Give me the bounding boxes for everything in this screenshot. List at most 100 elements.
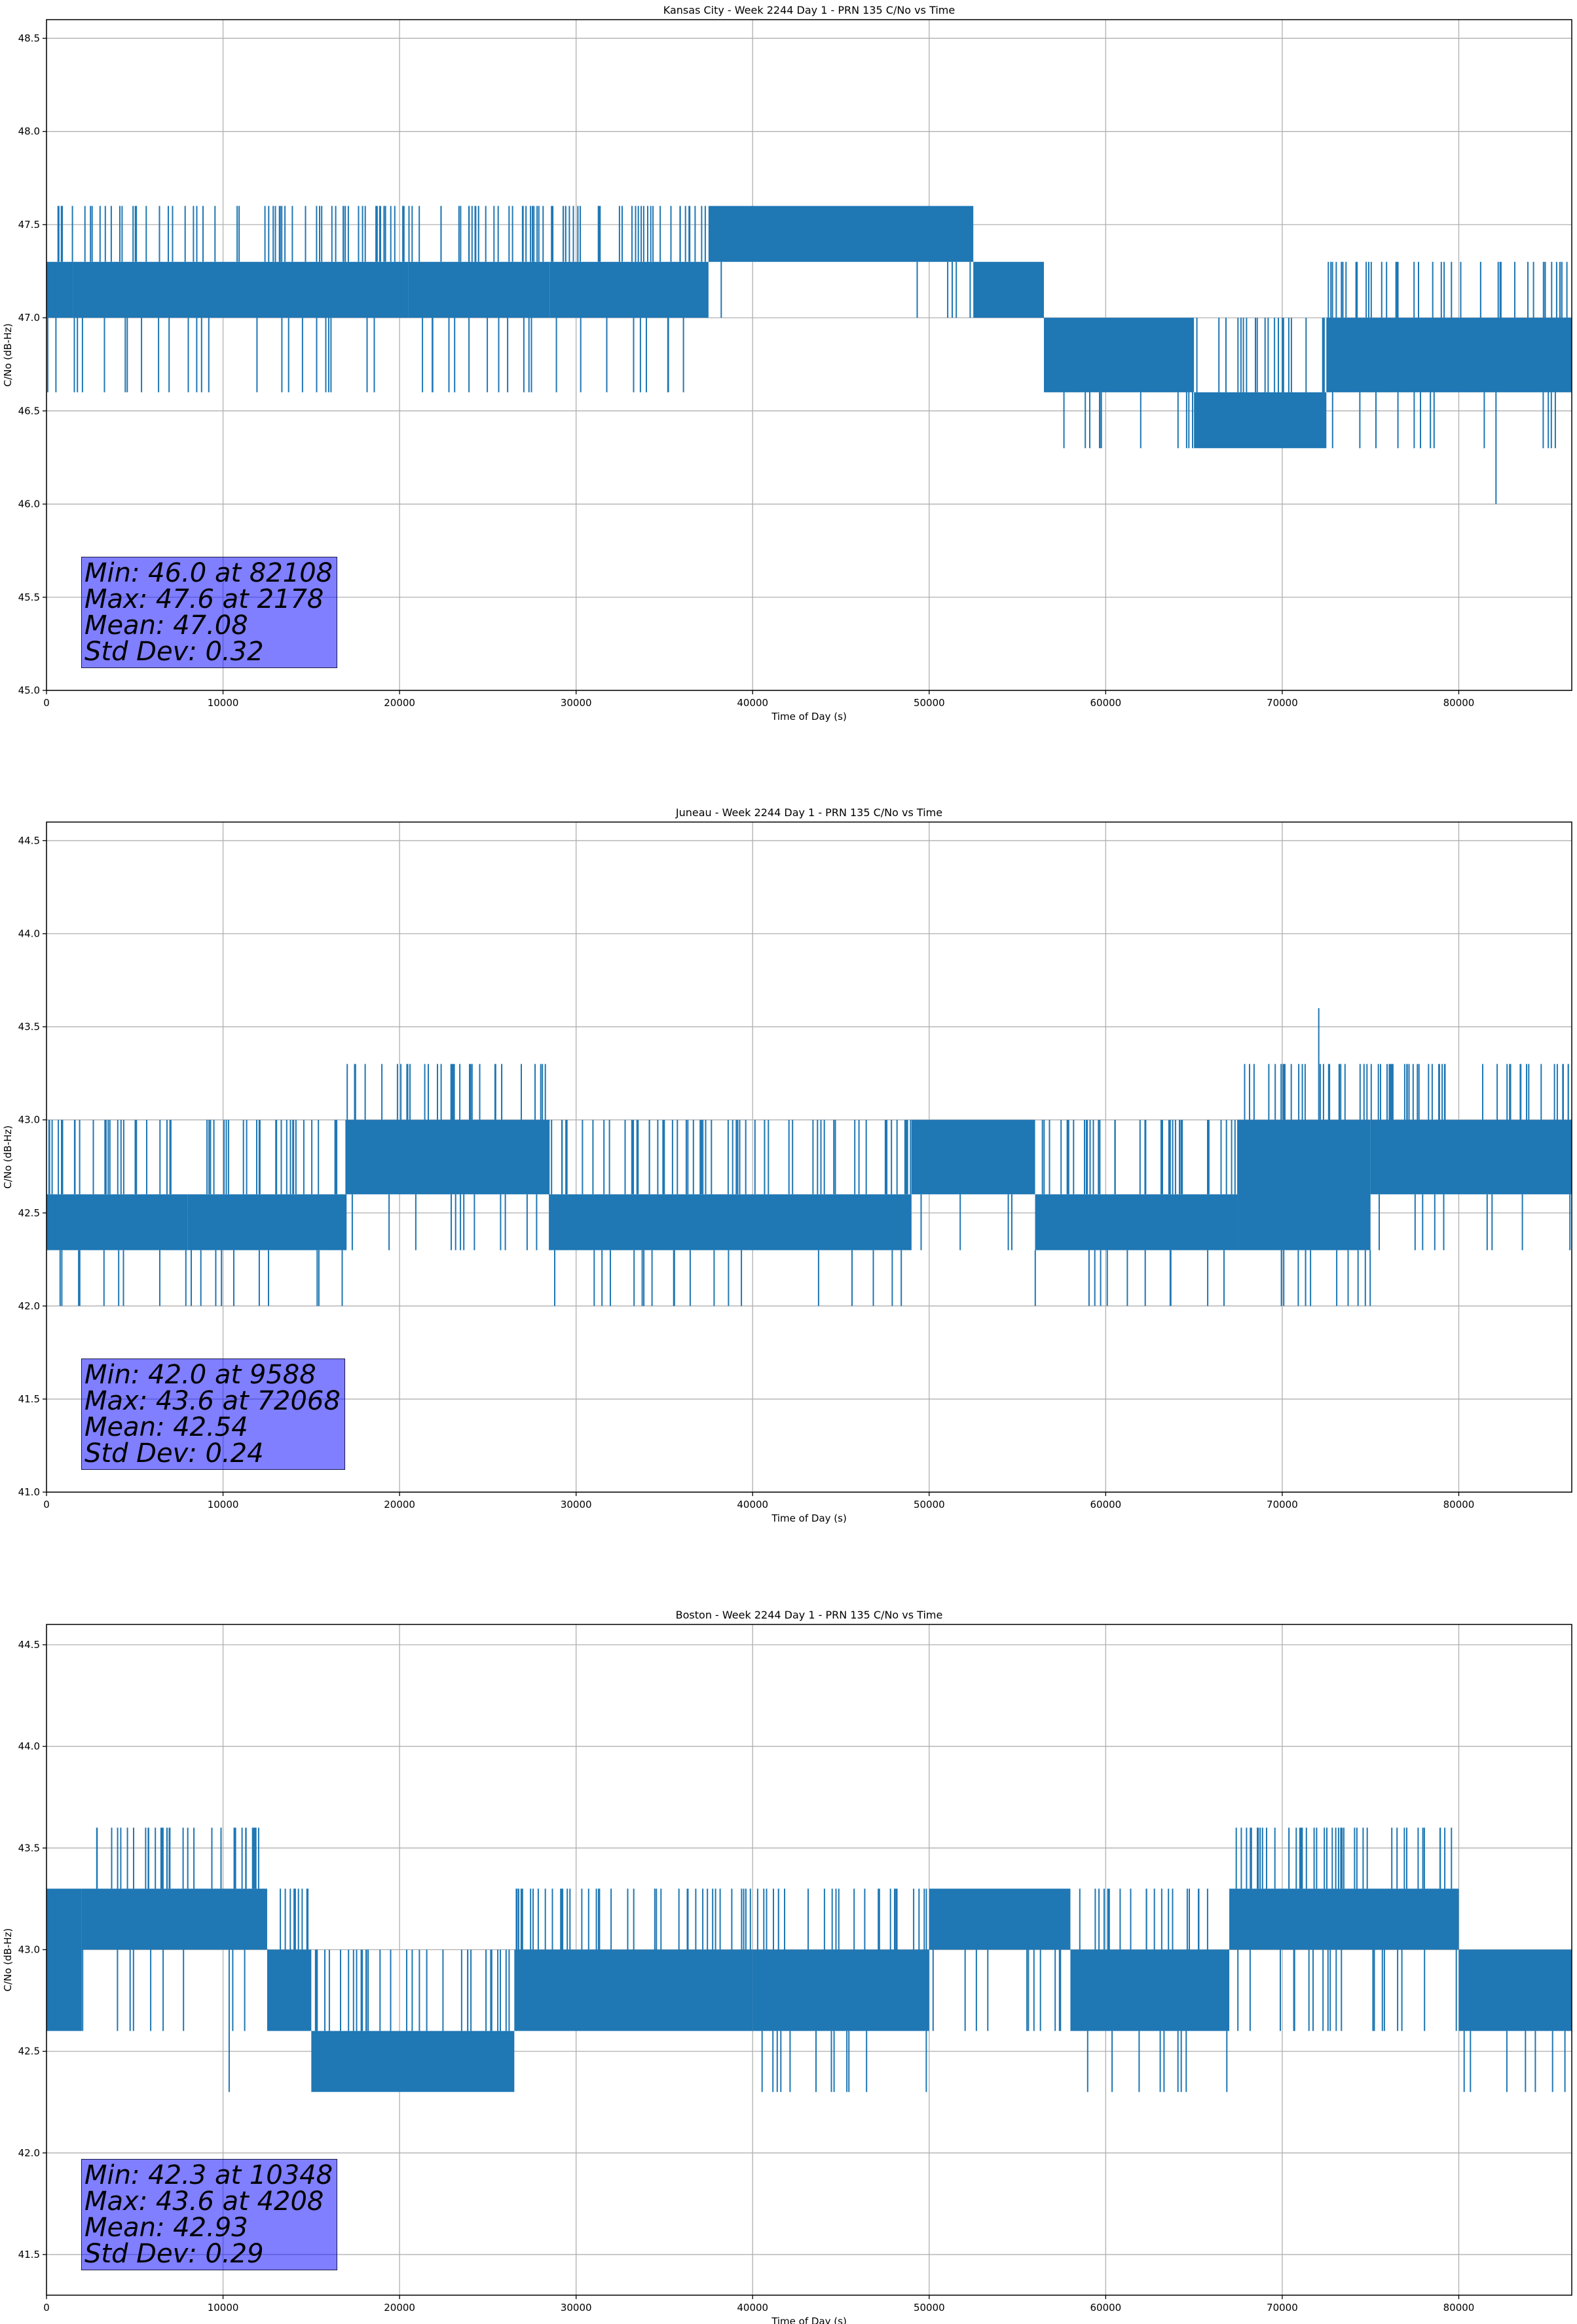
y-tick-label: 44.5 xyxy=(18,834,40,846)
chart-panel-1: 0 10000 20000 30000 40000 50000 60000 70000 8000… xyxy=(2,806,1572,1524)
x-tick-label: 10000 xyxy=(208,697,239,709)
y-tick-label: 43.5 xyxy=(18,1021,40,1033)
y-tick-label: 42.0 xyxy=(18,1300,40,1312)
x-tick-label: 10000 xyxy=(208,1499,239,1510)
y-tick-label: 47.5 xyxy=(18,219,40,231)
stat-min: Min: 42.0 at 9588 xyxy=(84,1360,316,1390)
x-tick-label: 80000 xyxy=(1443,2302,1475,2314)
y-tick-label: 42.5 xyxy=(18,2046,40,2057)
series-spikes xyxy=(1034,1119,1239,1306)
y-tick-label: 46.0 xyxy=(18,498,40,510)
y-tick-label: 41.5 xyxy=(18,2249,40,2260)
axes-frame xyxy=(46,1624,1572,2296)
chart-panel-2: 0 10000 20000 30000 40000 50000 60000 70000 8000… xyxy=(2,1609,1572,2324)
series-band xyxy=(46,261,73,318)
series-spikes xyxy=(1196,318,1325,392)
series-band xyxy=(267,1949,312,2031)
series-cno xyxy=(46,206,1572,504)
x-tick-label: 40000 xyxy=(737,2302,768,2314)
axes-frame xyxy=(46,19,1572,691)
series-spikes xyxy=(551,1119,912,1306)
x-tick-label: 30000 xyxy=(561,2302,592,2314)
series-spikes xyxy=(280,1888,309,1950)
y-tick-label: 48.0 xyxy=(18,126,40,138)
series-spikes xyxy=(408,206,544,392)
y-axis-label: C/No (dB-Hz) xyxy=(2,1125,14,1189)
series-band xyxy=(311,2031,515,2092)
series-band xyxy=(1370,1119,1572,1195)
y-tick-label: 48.5 xyxy=(18,32,40,44)
x-tick-label: 60000 xyxy=(1090,697,1122,709)
series-band xyxy=(514,1949,753,2031)
x-tick-label: 60000 xyxy=(1090,1499,1122,1510)
y-tick-label: 41.0 xyxy=(18,1486,40,1498)
stat-std-dev: Std Dev: 0.29 xyxy=(84,2239,264,2269)
series-spikes xyxy=(515,1888,751,1950)
series-spikes xyxy=(1079,1888,1228,2092)
x-tick-label: 0 xyxy=(43,697,50,709)
x-tick-label: 30000 xyxy=(561,697,592,709)
series-band xyxy=(1326,318,1572,392)
y-tick-label: 46.5 xyxy=(18,405,40,417)
y-axis-label: C/No (dB-Hz) xyxy=(2,324,14,387)
y-tick-label: 43.5 xyxy=(18,1842,40,1854)
series-band xyxy=(46,1194,188,1250)
x-tick-label: 30000 xyxy=(561,1499,592,1510)
series-band xyxy=(73,261,409,318)
series-band xyxy=(1194,392,1327,449)
y-tick-label: 44.0 xyxy=(18,1740,40,1752)
series-spikes xyxy=(1244,1064,1371,1306)
series-spikes xyxy=(1370,1064,1571,1250)
chart-title: Boston - Week 2244 Day 1 - PRN 135 C/No … xyxy=(676,1609,943,1621)
stat-min: Min: 42.3 at 10348 xyxy=(84,2160,333,2190)
series-band xyxy=(1070,1949,1230,2031)
series-spikes xyxy=(82,1827,259,2031)
x-tick-label: 50000 xyxy=(914,2302,945,2314)
x-tick-label: 70000 xyxy=(1267,2302,1298,2314)
series-spikes xyxy=(920,1194,1012,1250)
series-spikes xyxy=(756,1888,927,2092)
series-spikes xyxy=(551,206,706,392)
series-band xyxy=(708,206,974,262)
series-band xyxy=(1458,1949,1572,2031)
series-spikes xyxy=(314,1949,510,2031)
series-band xyxy=(1229,1888,1459,1950)
series-spikes xyxy=(346,1064,551,1250)
series-band xyxy=(1035,1194,1238,1250)
y-tick-label: 43.0 xyxy=(18,1114,40,1126)
x-axis-label: Time of Day (s) xyxy=(771,2315,847,2324)
series-spikes xyxy=(720,261,971,318)
x-tick-label: 0 xyxy=(43,1499,50,1510)
series-spikes xyxy=(932,1949,1062,2031)
series-band xyxy=(929,1888,1071,1950)
chart-title: Kansas City - Week 2244 Day 1 - PRN 135 … xyxy=(663,4,955,16)
y-tick-label: 42.5 xyxy=(18,1207,40,1219)
series-band xyxy=(46,1888,82,2031)
series-band xyxy=(1044,318,1195,392)
x-tick-label: 10000 xyxy=(208,2302,239,2314)
chart-panel-0: 0 10000 20000 30000 40000 50000 60000 70000 8000… xyxy=(2,4,1572,722)
series-cno xyxy=(46,1827,1572,2092)
x-axis-label: Time of Day (s) xyxy=(771,1512,847,1524)
x-tick-label: 80000 xyxy=(1443,1499,1475,1510)
series-band xyxy=(911,1119,1035,1195)
x-tick-label: 20000 xyxy=(384,1499,415,1510)
x-tick-label: 20000 xyxy=(384,2302,415,2314)
axes-frame xyxy=(46,821,1572,1493)
stat-max: Max: 43.6 at 4208 xyxy=(84,2186,324,2217)
y-tick-label: 45.0 xyxy=(18,684,40,696)
stats-box-juneau: Min: 42.0 at 9588 Max: 43.6 at 72068 Mea… xyxy=(81,1359,345,1470)
x-tick-label: 70000 xyxy=(1267,697,1298,709)
x-axis-label: Time of Day (s) xyxy=(771,711,847,722)
y-axis-label: C/No (dB-Hz) xyxy=(2,1928,14,1992)
stat-max: Max: 47.6 at 2178 xyxy=(84,584,324,614)
series-spikes xyxy=(1235,1827,1457,2031)
stat-max: Max: 43.6 at 72068 xyxy=(84,1386,341,1416)
stat-min: Min: 46.0 at 82108 xyxy=(84,558,333,588)
series-band xyxy=(408,261,550,318)
series-band xyxy=(973,261,1045,318)
x-tick-label: 0 xyxy=(43,2302,50,2314)
chart-title: Juneau - Week 2244 Day 1 - PRN 135 C/No … xyxy=(675,806,942,819)
x-tick-label: 40000 xyxy=(737,1499,768,1510)
stat-std-dev: Std Dev: 0.24 xyxy=(84,1438,264,1469)
